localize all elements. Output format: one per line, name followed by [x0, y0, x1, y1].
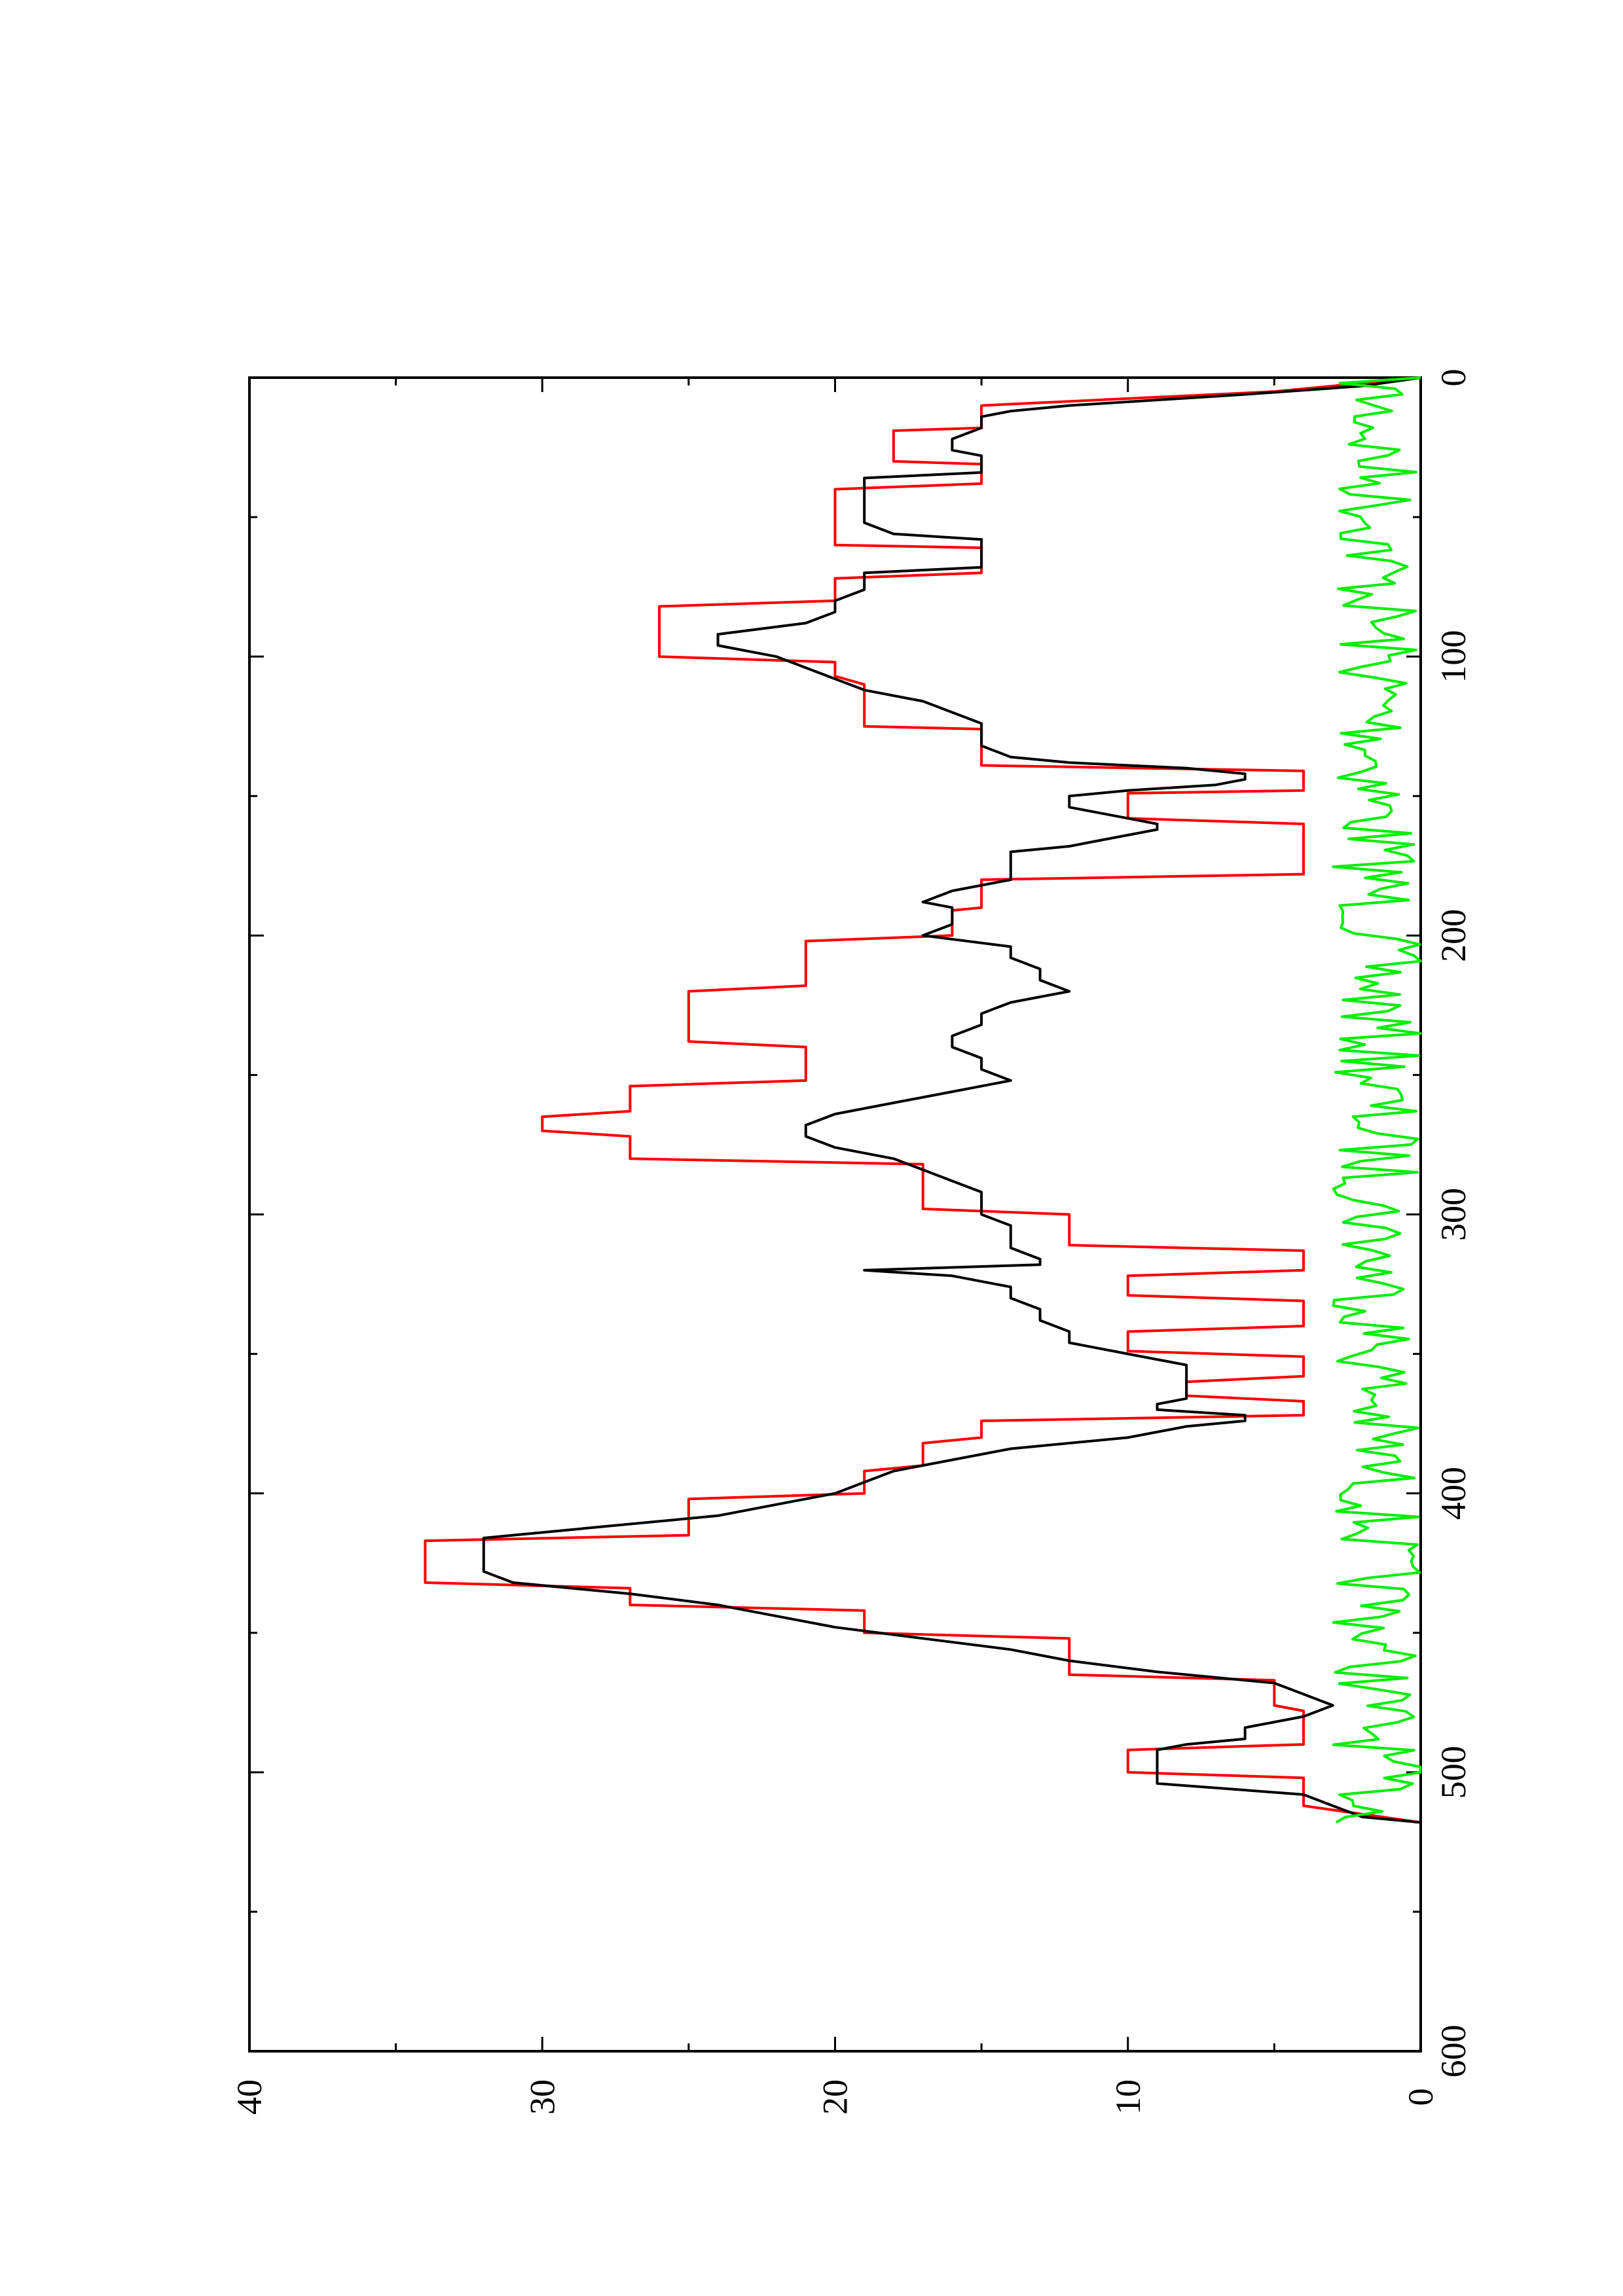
x-tick-label: 400	[1434, 1467, 1473, 1520]
y-tick-label: 10	[1108, 2079, 1148, 2115]
y-tick-label: 30	[522, 2079, 562, 2115]
x-tick-label: 300	[1434, 1188, 1473, 1241]
x-tick-label: 0	[1434, 369, 1473, 387]
x-axis-ticks	[249, 376, 1421, 2053]
y-axis-tick-labels: 0 10 20 30 40	[230, 2079, 1440, 2115]
plot-area: 0 100 200 300 400 500 600 0 10 20 30 40	[230, 369, 1473, 2115]
x-tick-label: 500	[1434, 1746, 1473, 1799]
x-tick-label: 100	[1434, 630, 1473, 683]
x-tick-label: 600	[1434, 2025, 1473, 2078]
y-tick-label: 40	[230, 2079, 269, 2115]
x-tick-label: 200	[1434, 909, 1473, 962]
series-layer	[424, 376, 1422, 1824]
series-line-1	[424, 376, 1421, 1824]
y-axis-ticks	[248, 378, 1422, 2051]
plot-frame	[248, 376, 1422, 2053]
x-axis-tick-labels: 0 100 200 300 400 500 600	[1434, 369, 1473, 2078]
series-line-3	[1332, 376, 1422, 1824]
series-line-2	[482, 376, 1421, 1824]
y-tick-label: 20	[816, 2079, 855, 2115]
y-tick-label: 0	[1401, 2089, 1440, 2106]
